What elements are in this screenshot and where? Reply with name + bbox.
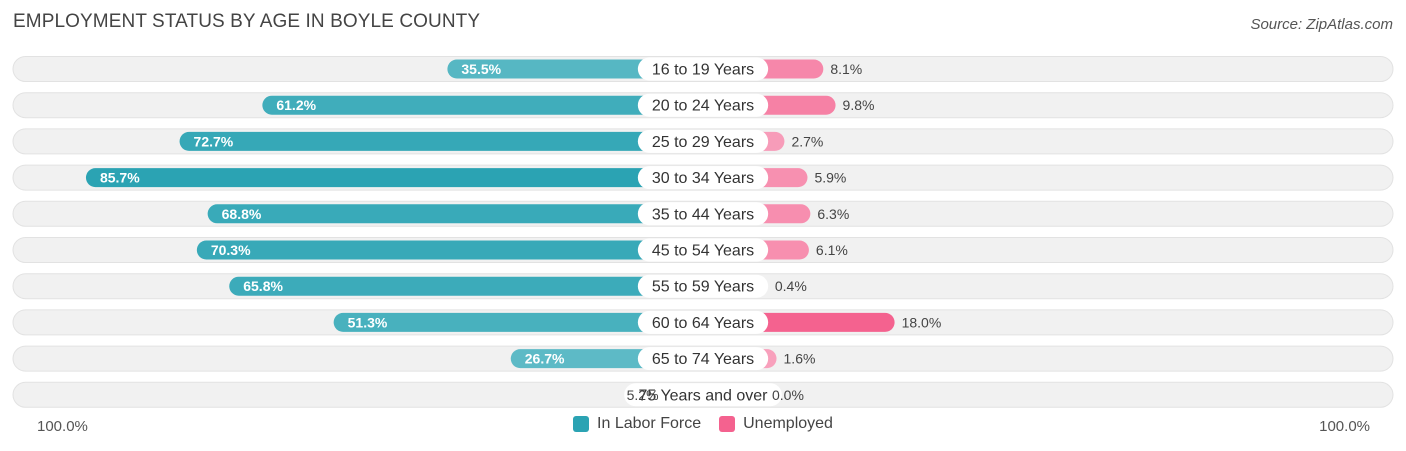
- legend-item-in-labor-force[interactable]: In Labor Force: [573, 415, 701, 433]
- value-label-in-labor-force: 26.7%: [525, 351, 565, 367]
- category-pill: [637, 166, 769, 190]
- bar-in-labor-force: [85, 168, 703, 188]
- category-label: 75 Years and over: [639, 387, 769, 404]
- category-label: 30 to 34 Years: [652, 170, 754, 187]
- axis-left-label: 100.0%: [37, 418, 88, 435]
- category-label: 25 to 29 Years: [652, 134, 754, 151]
- category-pill: [637, 129, 769, 153]
- value-label-unemployed: 5.9%: [814, 170, 846, 186]
- value-label-in-labor-force: 35.5%: [461, 61, 501, 77]
- legend-swatch-labor: [573, 416, 590, 432]
- value-label-unemployed: 6.1%: [816, 242, 848, 258]
- bar-in-labor-force: [229, 276, 704, 296]
- value-label-in-labor-force: 51.3%: [348, 314, 388, 330]
- value-label-unemployed: 0.0%: [772, 387, 804, 403]
- category-pill: [637, 202, 769, 226]
- bar-in-labor-force: [196, 240, 703, 260]
- value-label-in-labor-force: 72.7%: [194, 133, 234, 149]
- legend-label-labor: In Labor Force: [597, 415, 702, 432]
- legend-swatch-unemployed: [719, 416, 736, 432]
- source-label: Source: ZipAtlas.com: [1250, 16, 1393, 33]
- value-label-unemployed: 9.8%: [843, 97, 875, 113]
- bar-in-labor-force: [207, 204, 703, 224]
- category-pill: [637, 274, 769, 298]
- bar-in-labor-force: [262, 95, 703, 115]
- value-label-in-labor-force: 70.3%: [211, 242, 251, 258]
- value-label-in-labor-force: 61.2%: [276, 97, 316, 113]
- category-pill: [637, 238, 769, 262]
- category-pill: [637, 57, 769, 81]
- category-label: 55 to 59 Years: [652, 279, 754, 296]
- category-label: 16 to 19 Years: [652, 62, 754, 79]
- value-label-unemployed: 1.6%: [784, 351, 816, 367]
- value-label-in-labor-force: 85.7%: [100, 170, 140, 186]
- category-label: 20 to 24 Years: [652, 98, 754, 115]
- category-label: 45 to 54 Years: [652, 243, 754, 260]
- bar-in-labor-force: [333, 312, 703, 332]
- category-label: 60 to 64 Years: [652, 315, 754, 332]
- value-label-unemployed: 2.7%: [791, 133, 823, 149]
- value-label-unemployed: 6.3%: [817, 206, 849, 222]
- category-pill: [637, 93, 769, 117]
- value-label-unemployed: 0.4%: [775, 278, 807, 294]
- chart-title: EMPLOYMENT STATUS BY AGE IN BOYLE COUNTY: [13, 11, 481, 32]
- value-label-in-labor-force: 68.8%: [222, 206, 262, 222]
- legend: In Labor Force Unemployed: [0, 415, 1406, 433]
- legend-label-unemployed: Unemployed: [743, 415, 833, 432]
- category-pill: [624, 383, 782, 407]
- category-pill: [637, 347, 769, 371]
- category-label: 65 to 74 Years: [652, 351, 754, 368]
- value-label-in-labor-force: 5.2%: [627, 387, 659, 403]
- value-label-unemployed: 8.1%: [830, 61, 862, 77]
- value-label-in-labor-force: 65.8%: [243, 278, 283, 294]
- legend-item-unemployed[interactable]: Unemployed: [719, 415, 833, 433]
- category-label: 35 to 44 Years: [652, 206, 754, 223]
- category-pill: [637, 310, 769, 334]
- bar-in-labor-force: [179, 131, 703, 151]
- value-label-unemployed: 18.0%: [902, 314, 942, 330]
- axis-right-label: 100.0%: [1319, 418, 1370, 435]
